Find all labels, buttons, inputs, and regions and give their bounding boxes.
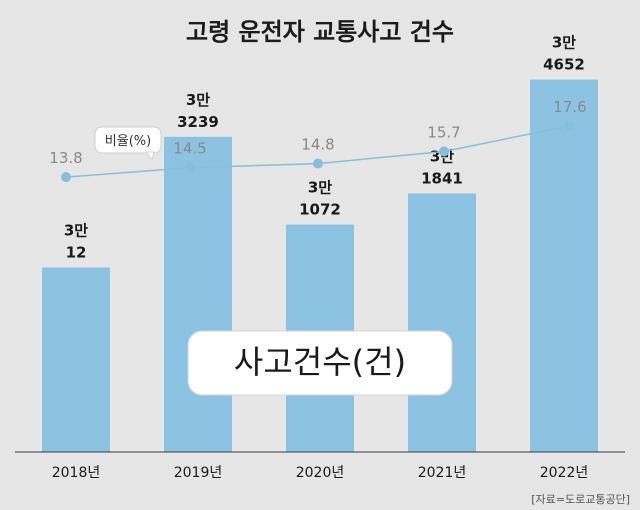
x-tick-2018년: 2018년 — [52, 465, 101, 481]
bar-label-bottom-2019년: 3239 — [177, 113, 219, 131]
x-tick-2020년: 2020년 — [296, 465, 345, 481]
chart-title: 고령 운전자 교통사고 건수 — [186, 18, 454, 46]
bar-series-callout: 사고건수(건) — [187, 330, 453, 396]
bar-2021년 — [408, 193, 476, 452]
bar-2022년 — [530, 79, 598, 453]
line-legend-callout: 비율(%) — [94, 126, 162, 162]
bar-2019년 — [164, 136, 232, 452]
bar-series-callout-box — [187, 330, 453, 396]
bar-label-bottom-2022년: 4652 — [543, 56, 585, 74]
bar-2018년 — [42, 267, 110, 452]
line-point-2021년 — [439, 146, 449, 157]
x-tick-2019년: 2019년 — [174, 465, 223, 481]
x-tick-2022년: 2022년 — [540, 465, 589, 481]
source-note: [자료=도로교통공단] — [531, 493, 630, 506]
bar-series-label: 사고건수(건) — [234, 343, 406, 381]
line-point-2020년 — [313, 158, 323, 169]
x-tick-2021년: 2021년 — [418, 465, 467, 481]
line-layer: 13.8 14.5 14.8 15.7 17.6 — [49, 98, 587, 183]
line-legend-box — [94, 126, 162, 154]
line-legend-pointer — [145, 151, 155, 162]
line-point-2022년 — [565, 120, 575, 131]
bar-label-bottom-2021년: 1841 — [421, 169, 463, 187]
line-legend-label: 비율(%) — [105, 134, 151, 149]
bar-label-top-2020년: 3만 — [308, 179, 332, 197]
x-ticks-layer: 2018년 2019년 2020년 2021년 2022년 — [52, 465, 589, 481]
line-label-2021년: 15.7 — [427, 123, 460, 141]
bar-label-bottom-2018년: 12 — [66, 244, 87, 262]
line-label-2018년: 13.8 — [49, 149, 82, 167]
bar-label-top-2018년: 3만 — [64, 222, 88, 240]
bar-label-top-2022년: 3만 — [552, 34, 576, 52]
line-label-2022년: 17.6 — [553, 98, 586, 116]
bar-label-bottom-2020년: 1072 — [299, 201, 341, 219]
line-point-2019년 — [185, 162, 195, 173]
bar-label-top-2019년: 3만 — [186, 91, 210, 109]
line-label-2019년: 14.5 — [173, 140, 206, 158]
line-label-2020년: 14.8 — [301, 136, 334, 154]
line-point-2018년 — [61, 172, 71, 183]
